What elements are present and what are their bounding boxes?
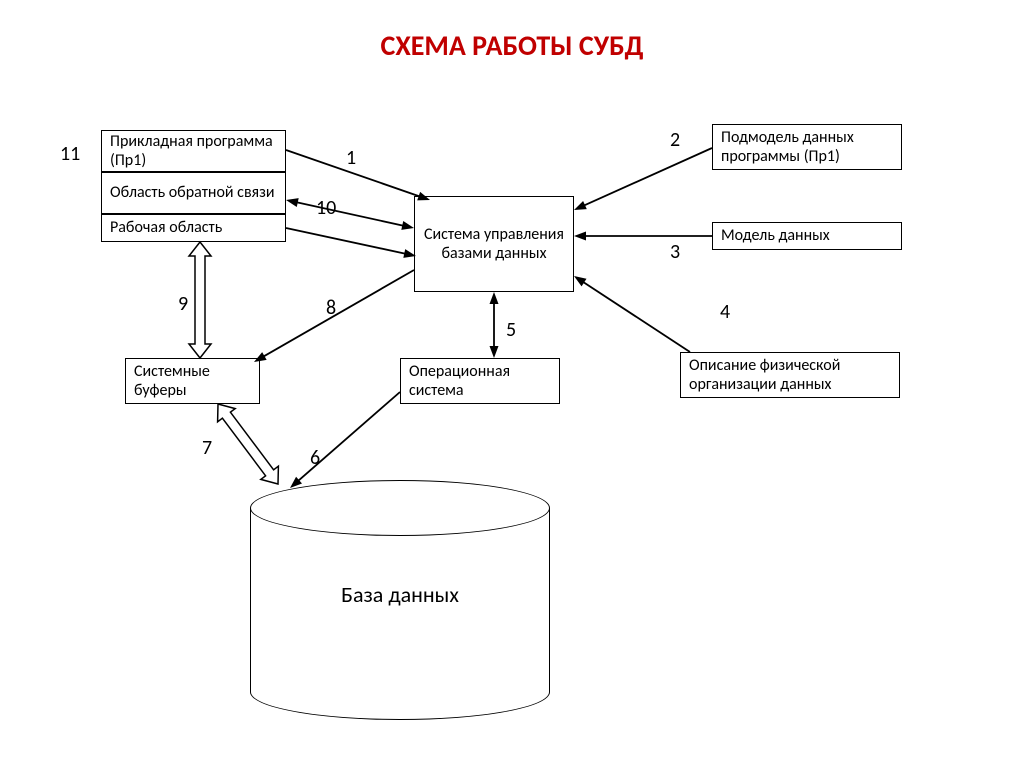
step-label-4: 4 xyxy=(720,300,730,324)
cylinder-label: База данных xyxy=(250,581,550,608)
num: 2 xyxy=(670,128,680,152)
num: 8 xyxy=(326,296,336,320)
step-label-6: 6 xyxy=(310,446,320,470)
step-label-10: 10 xyxy=(316,196,336,220)
num: 5 xyxy=(506,318,516,342)
step-label-2: 2 xyxy=(670,128,680,152)
node-label: Системные буферы xyxy=(134,362,251,400)
step-label-11: 11 xyxy=(60,142,80,166)
node-work-area: Рабочая область xyxy=(101,214,286,242)
step-label-1: 1 xyxy=(346,146,356,170)
step-label-7: 7 xyxy=(202,436,212,460)
node-feedback-area: Область обратной связи xyxy=(101,172,286,214)
node-app-program: Прикладная программа (Пр1) xyxy=(101,130,286,172)
num: 1 xyxy=(346,146,356,170)
node-label: Рабочая область xyxy=(110,218,222,237)
title-text: СХЕМА РАБОТЫ СУБД xyxy=(381,28,644,63)
node-data-model: Модель данных xyxy=(712,222,902,250)
num: 11 xyxy=(60,142,80,166)
num: 9 xyxy=(178,292,188,316)
step-label-5: 5 xyxy=(506,318,516,342)
num: 10 xyxy=(316,196,336,220)
node-label: Система управления базами данных xyxy=(423,225,565,263)
diagram-title: СХЕМА РАБОТЫ СУБД xyxy=(0,28,1024,63)
node-submodel: Подмодель данных программы (Пр1) xyxy=(712,124,902,170)
node-database-cylinder: База данных xyxy=(250,480,550,720)
step-label-8: 8 xyxy=(326,296,336,320)
node-os: Операционная система xyxy=(400,358,560,404)
node-dbms: Система управления базами данных xyxy=(414,196,574,292)
node-label: Подмодель данных программы (Пр1) xyxy=(721,128,893,166)
node-label: Прикладная программа (Пр1) xyxy=(110,132,277,170)
step-label-9: 9 xyxy=(178,292,188,316)
node-system-buffers: Системные буферы xyxy=(125,358,260,404)
num: 6 xyxy=(310,446,320,470)
step-label-3: 3 xyxy=(670,240,680,264)
node-label: Описание физической организации данных xyxy=(689,356,891,394)
cylinder-label-text: База данных xyxy=(341,581,459,608)
node-physical-desc: Описание физической организации данных xyxy=(680,352,900,398)
node-label: Операционная система xyxy=(409,362,551,400)
num: 4 xyxy=(720,300,730,324)
num: 3 xyxy=(670,240,680,264)
node-label: Модель данных xyxy=(721,226,830,245)
node-label: Область обратной связи xyxy=(110,183,274,202)
num: 7 xyxy=(202,436,212,460)
